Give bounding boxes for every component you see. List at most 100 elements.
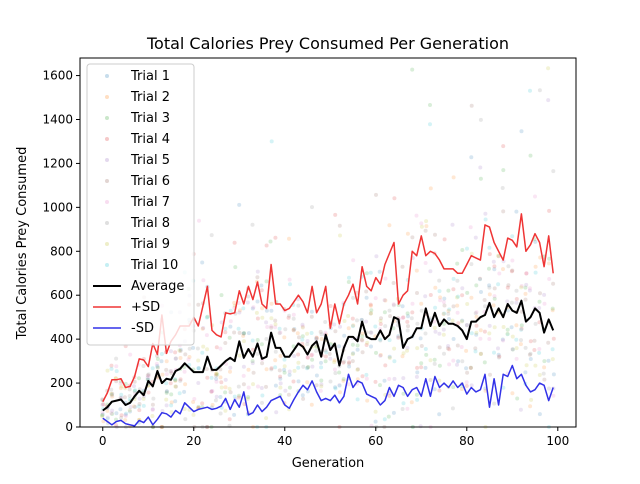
trial-point (391, 410, 396, 415)
trial-point (314, 348, 319, 353)
trial-point (264, 320, 269, 325)
trial-point (387, 355, 392, 360)
trial-point (541, 371, 546, 376)
trial-point (501, 338, 506, 343)
legend-marker (105, 242, 109, 246)
trial-point (241, 382, 246, 387)
trial-point (419, 224, 424, 229)
trial-point (497, 271, 502, 276)
trial-point (274, 410, 279, 415)
trial-point (109, 387, 114, 392)
trial-point (547, 261, 551, 266)
trial-point (451, 304, 456, 309)
trial-point (197, 218, 201, 223)
trial-point (128, 352, 133, 357)
trial-point (296, 352, 301, 357)
trial-point (228, 390, 233, 395)
trial-point (241, 364, 246, 369)
trial-point (314, 336, 319, 341)
trial-point (350, 324, 355, 329)
legend-marker (105, 263, 109, 267)
trial-point (446, 344, 451, 348)
trial-point (269, 324, 274, 329)
trial-point (218, 411, 223, 416)
trial-point (173, 378, 178, 383)
trial-point (501, 267, 505, 272)
trial-point (173, 378, 178, 383)
trial-point (547, 256, 552, 261)
trial-point (273, 349, 278, 354)
trial-point (151, 396, 156, 401)
trial-point (369, 308, 374, 313)
trial-point (478, 165, 483, 170)
trial-point (524, 282, 529, 287)
trial-point (469, 103, 474, 108)
trial-point (146, 373, 151, 378)
trial-point (200, 401, 205, 406)
trial-point (133, 405, 137, 409)
trial-point (109, 363, 114, 368)
trial-point (487, 323, 492, 328)
trial-point (269, 139, 274, 144)
trial-point (523, 291, 528, 296)
trial-point (519, 326, 524, 331)
trial-point (296, 379, 301, 384)
trial-point (132, 384, 136, 389)
trial-point (442, 296, 447, 301)
trial-point (487, 331, 492, 336)
trial-point (209, 389, 214, 394)
trial-point (319, 384, 324, 389)
trial-point (459, 345, 464, 349)
trial-point (255, 269, 260, 274)
trial-point (469, 251, 474, 256)
trial-point (369, 311, 373, 316)
trial-point (210, 389, 215, 393)
trial-point (355, 377, 360, 382)
trial-point (278, 374, 283, 379)
trial-point (210, 403, 215, 407)
trial-point (364, 295, 369, 300)
trial-point (474, 323, 479, 328)
trial-point (319, 360, 323, 365)
trial-point (405, 231, 410, 236)
y-tick-label: 0 (65, 420, 73, 434)
trial-point (455, 295, 459, 300)
trial-point (474, 310, 479, 315)
trial-point (250, 359, 255, 364)
trial-point (173, 377, 177, 382)
trial-point (400, 316, 405, 320)
trial-point (236, 395, 241, 400)
trial-point (301, 364, 306, 369)
trial-point (479, 351, 483, 356)
trial-point (155, 365, 160, 370)
trial-point (364, 343, 369, 347)
trial-point (410, 310, 415, 315)
trial-point (510, 268, 515, 273)
trial-point (383, 276, 388, 281)
trial-point (169, 371, 174, 376)
trial-point (305, 380, 310, 385)
trial-point (538, 291, 542, 296)
trial-point (550, 357, 555, 362)
trial-point (451, 337, 456, 341)
trial-point (547, 386, 551, 391)
trial-point (506, 264, 511, 269)
trial-point (492, 264, 497, 269)
trial-point (127, 394, 132, 398)
trial-point (205, 347, 210, 352)
trial-point (428, 269, 433, 274)
trial-point (438, 298, 443, 303)
trial-point (405, 348, 409, 353)
trial-point (501, 385, 506, 390)
trial-point (174, 384, 178, 389)
trial-point (347, 361, 351, 366)
trial-point (260, 315, 265, 320)
trial-point (464, 380, 469, 385)
trial-point (505, 331, 510, 336)
trial-point (254, 310, 259, 315)
trial-point (478, 328, 483, 333)
trial-point (164, 389, 169, 394)
trial-point (492, 296, 497, 301)
trial-point (223, 408, 228, 413)
trial-point (455, 310, 460, 315)
